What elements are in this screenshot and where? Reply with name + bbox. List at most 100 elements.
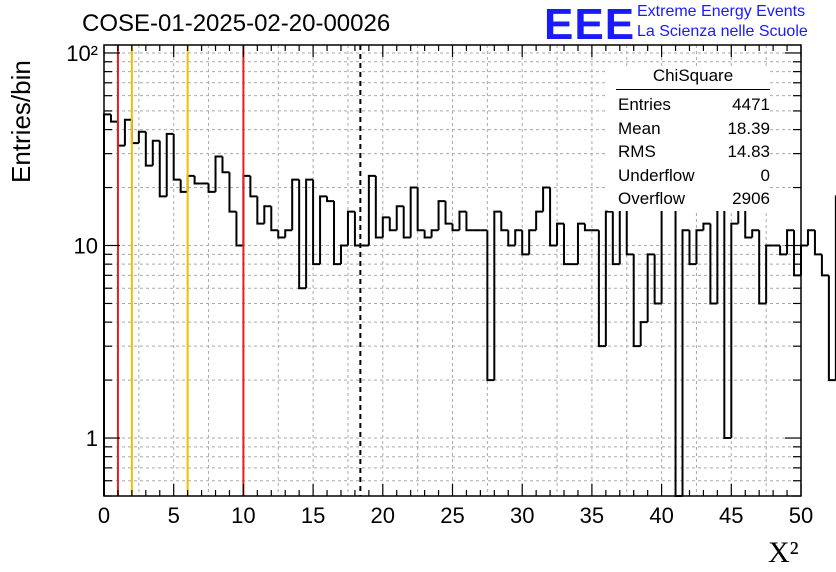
histogram-bin (632, 254, 641, 348)
histogram-bin (709, 223, 718, 305)
histogram-bin (528, 229, 537, 255)
histogram-bin (779, 245, 788, 256)
histogram-bin (604, 210, 613, 347)
stats-label: Underflow (618, 165, 695, 185)
histogram-bin (556, 222, 565, 246)
histogram-bin (402, 206, 411, 239)
histogram-bin (270, 206, 279, 232)
x-tick-label: 35 (580, 503, 604, 528)
histogram-bin (228, 172, 237, 213)
histogram-bin (339, 244, 348, 265)
histogram-bin (500, 211, 509, 232)
histogram-bin (249, 175, 258, 198)
histogram-bin (437, 200, 446, 231)
histogram-bin (235, 211, 244, 247)
histogram-bin (688, 230, 697, 266)
y-axis-label: Entries/bin (6, 60, 36, 183)
stats-label: Overflow (618, 189, 686, 208)
histogram-bin (193, 175, 202, 185)
x-tick-label: 25 (440, 503, 464, 528)
stats-title: ChiSquare (616, 66, 770, 90)
x-tick-label: 15 (301, 503, 325, 528)
histogram-bin (681, 229, 690, 496)
histogram-bin (409, 186, 418, 238)
stats-label: Mean (618, 118, 661, 138)
histogram-bin (277, 230, 286, 239)
histogram-bin (451, 223, 460, 232)
histogram-bin (702, 222, 711, 231)
histogram-bin (416, 187, 425, 232)
histogram-bin (186, 174, 195, 192)
histogram-bin (583, 223, 592, 232)
histogram-bin (597, 230, 606, 348)
x-tick-label: 20 (371, 503, 395, 528)
histogram-bin (214, 155, 223, 192)
histogram-bin (806, 229, 815, 246)
histogram-bin (284, 229, 293, 238)
histogram-bin (312, 179, 321, 266)
y-tick-label: 10 (74, 234, 98, 259)
x-tick-label: 5 (168, 503, 180, 528)
stats-value: 0 (760, 165, 770, 185)
histogram-bin (813, 230, 822, 256)
histogram-bin (514, 229, 523, 246)
histogram-bin (549, 187, 558, 247)
histogram-bin (319, 195, 328, 265)
histogram-bin (618, 205, 627, 265)
x-tick-label: 0 (98, 503, 110, 528)
chart-title: COSE-01-2025-02-20-00026 (82, 10, 391, 37)
x-tick-label: 50 (789, 503, 813, 528)
y-tick-label: 10² (66, 41, 98, 66)
histogram-bin (137, 130, 146, 144)
histogram-bin (542, 186, 551, 212)
histogram-bin (298, 179, 307, 290)
histogram-bin (430, 229, 439, 238)
histogram-bin (144, 131, 153, 167)
histogram-bin (242, 174, 251, 246)
histogram-bin (507, 230, 516, 247)
axes: 0 5 10 15 20 25 30 35 40 45 50 1 10 10² (66, 41, 813, 528)
stats-value: 4471 (732, 95, 770, 114)
stats-row-rms: RMS 14.83 (608, 140, 770, 164)
stats-label: RMS (618, 142, 656, 161)
histogram-bin (116, 121, 125, 147)
histogram-bin (151, 139, 160, 166)
stats-row-mean: Mean 18.39 (608, 117, 770, 141)
histogram-bin (291, 178, 300, 231)
histogram-bin (820, 254, 829, 277)
histogram-bin (730, 222, 739, 439)
histogram-bin (256, 196, 265, 225)
histogram-bin (535, 210, 544, 231)
histogram-bin (521, 230, 530, 256)
stats-box: ChiSquare Entries 4471 Mean 18.39 RMS 14… (608, 66, 770, 211)
histogram-bin (625, 206, 634, 256)
histogram-bin (751, 229, 760, 238)
histogram-bin (800, 244, 808, 276)
histogram-bin (444, 201, 453, 225)
histogram-bin (326, 196, 335, 203)
histogram-bin (158, 140, 167, 198)
histogram-bin (723, 201, 732, 440)
x-tick-label: 10 (231, 503, 255, 528)
histogram-bin (109, 114, 118, 123)
histogram-bin (465, 211, 474, 232)
stats-value: 14.83 (727, 142, 770, 161)
histogram-bin (388, 217, 397, 232)
histogram-bin (576, 222, 585, 265)
histogram-bin (333, 201, 341, 266)
histogram-bin (381, 216, 390, 238)
x-tick-label: 45 (719, 503, 743, 528)
x-axis-label: X² (768, 536, 799, 569)
histogram-bin (395, 205, 404, 231)
stats-label: Entries (618, 95, 671, 114)
histogram-bin (423, 230, 432, 239)
histogram-bin (165, 132, 174, 197)
stats-row-underflow: Underflow 0 (608, 164, 770, 188)
histogram-bin (744, 201, 753, 239)
histogram-bin (695, 229, 704, 265)
logo-line-1: Extreme Energy Events (637, 3, 806, 20)
histogram-bin (493, 210, 502, 381)
histogram-bars (103, 113, 836, 497)
histogram-bin (103, 113, 111, 496)
